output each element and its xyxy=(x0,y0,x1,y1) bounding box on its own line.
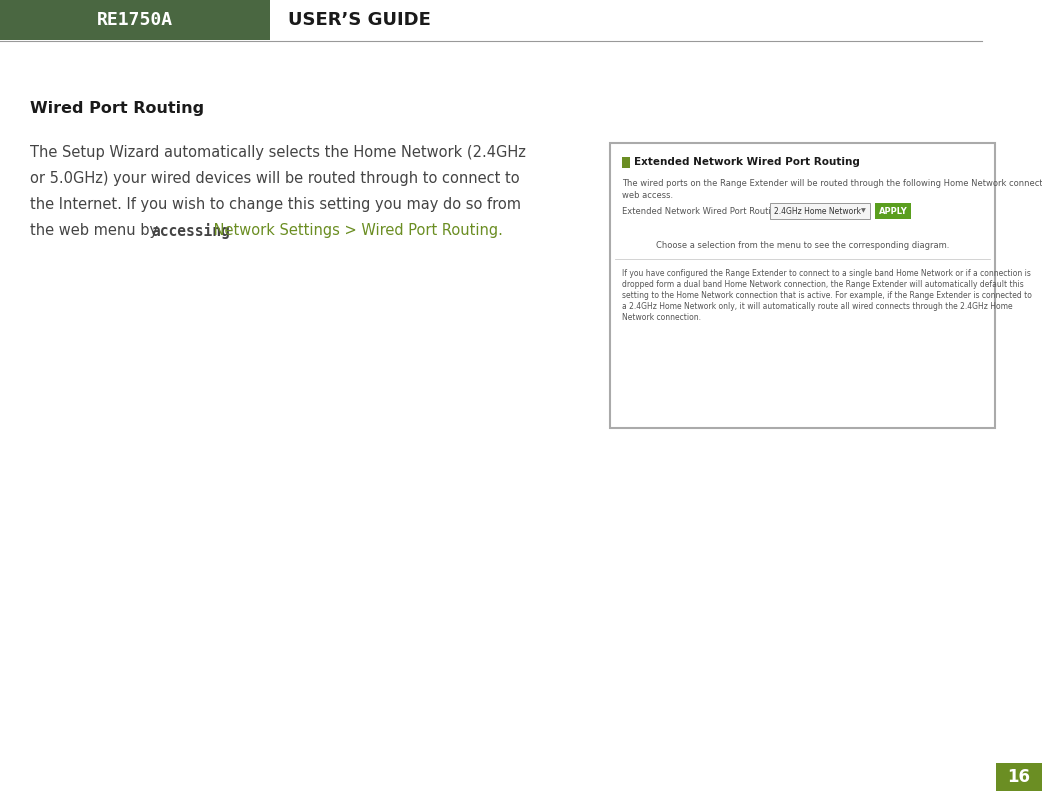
Bar xyxy=(770,203,870,219)
Text: a 2.4GHz Home Network only, it will automatically route all wired connects throu: a 2.4GHz Home Network only, it will auto… xyxy=(622,302,1013,311)
Text: the Internet. If you wish to change this setting you may do so from: the Internet. If you wish to change this… xyxy=(30,197,521,212)
Text: Network connection.: Network connection. xyxy=(622,313,701,322)
Bar xyxy=(0,0,270,40)
Text: 16: 16 xyxy=(1008,768,1031,786)
Bar xyxy=(610,143,995,428)
Text: If you have configured the Range Extender to connect to a single band Home Netwo: If you have configured the Range Extende… xyxy=(622,269,1031,278)
Text: RE1750A: RE1750A xyxy=(97,11,173,29)
Text: USER’S GUIDE: USER’S GUIDE xyxy=(288,11,431,29)
Text: Extended Network Wired Port Routing: Extended Network Wired Port Routing xyxy=(622,206,782,215)
Text: ▼: ▼ xyxy=(861,209,865,214)
Text: The Setup Wizard automatically selects the Home Network (2.4GHz: The Setup Wizard automatically selects t… xyxy=(30,145,526,160)
Text: Network Settings > Wired Port Routing.: Network Settings > Wired Port Routing. xyxy=(209,223,503,238)
Text: The wired ports on the Range Extender will be routed through the following Home : The wired ports on the Range Extender wi… xyxy=(622,179,1042,188)
Text: or 5.0GHz) your wired devices will be routed through to connect to: or 5.0GHz) your wired devices will be ro… xyxy=(30,171,520,186)
Text: Extended Network Wired Port Routing: Extended Network Wired Port Routing xyxy=(634,157,860,167)
Text: Choose a selection from the menu to see the corresponding diagram.: Choose a selection from the menu to see … xyxy=(655,241,949,251)
Text: accessing: accessing xyxy=(151,223,229,239)
Text: APPLY: APPLY xyxy=(878,206,908,215)
Text: Wired Port Routing: Wired Port Routing xyxy=(30,100,204,115)
Bar xyxy=(875,203,911,219)
Text: 2.4GHz Home Network: 2.4GHz Home Network xyxy=(774,206,861,215)
Text: the web menu by: the web menu by xyxy=(30,223,163,238)
Text: web access.: web access. xyxy=(622,191,673,200)
Text: setting to the Home Network connection that is active. For example, if the Range: setting to the Home Network connection t… xyxy=(622,291,1032,300)
Text: dropped form a dual band Home Network connection, the Range Extender will automa: dropped form a dual band Home Network co… xyxy=(622,280,1023,289)
Bar xyxy=(622,157,630,168)
Bar xyxy=(996,763,1042,791)
